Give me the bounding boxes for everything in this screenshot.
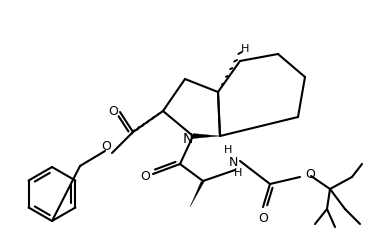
Polygon shape (190, 180, 205, 207)
Text: O: O (140, 170, 150, 183)
Text: O: O (258, 211, 268, 224)
Text: H: H (234, 167, 242, 177)
Text: H: H (241, 44, 249, 54)
Text: N: N (228, 156, 238, 169)
Polygon shape (193, 134, 220, 139)
Text: O: O (101, 140, 111, 153)
Text: O: O (108, 104, 118, 117)
Text: N: N (183, 132, 193, 145)
Text: O: O (305, 168, 315, 181)
Text: H: H (224, 144, 232, 154)
